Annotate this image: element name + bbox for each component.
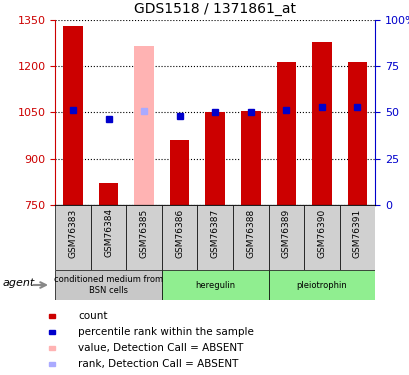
Text: rank, Detection Call = ABSENT: rank, Detection Call = ABSENT <box>78 359 238 369</box>
Text: GSM76384: GSM76384 <box>104 208 113 257</box>
Text: GSM76390: GSM76390 <box>317 208 326 258</box>
Title: GDS1518 / 1371861_at: GDS1518 / 1371861_at <box>134 2 296 16</box>
Bar <box>197 205 232 270</box>
Text: GSM76383: GSM76383 <box>68 208 77 258</box>
Bar <box>311 42 331 205</box>
Text: value, Detection Call = ABSENT: value, Detection Call = ABSENT <box>78 343 243 353</box>
Text: agent: agent <box>3 279 35 288</box>
Bar <box>162 205 197 270</box>
Bar <box>126 205 162 270</box>
Bar <box>49 315 54 318</box>
Bar <box>63 26 83 205</box>
Text: GSM76388: GSM76388 <box>246 208 255 258</box>
Bar <box>134 46 153 205</box>
Bar <box>276 62 295 205</box>
Bar <box>49 330 54 334</box>
Bar <box>170 140 189 205</box>
Bar <box>205 112 225 205</box>
Bar <box>49 346 54 350</box>
Text: GSM76385: GSM76385 <box>139 208 148 258</box>
Bar <box>55 270 162 300</box>
Bar <box>99 183 118 205</box>
Text: count: count <box>78 311 107 321</box>
Bar <box>232 205 268 270</box>
Bar <box>49 362 54 366</box>
Bar <box>55 205 91 270</box>
Bar <box>339 205 374 270</box>
Bar <box>240 111 260 205</box>
Text: GSM76386: GSM76386 <box>175 208 184 258</box>
Bar <box>303 205 339 270</box>
Text: heregulin: heregulin <box>195 280 235 290</box>
Text: conditioned medium from
BSN cells: conditioned medium from BSN cells <box>54 275 163 295</box>
Text: GSM76389: GSM76389 <box>281 208 290 258</box>
Bar <box>268 270 374 300</box>
Bar <box>268 205 303 270</box>
Bar <box>91 205 126 270</box>
Bar <box>347 62 366 205</box>
Bar <box>162 270 268 300</box>
Text: GSM76391: GSM76391 <box>352 208 361 258</box>
Text: pleiotrophin: pleiotrophin <box>296 280 346 290</box>
Text: percentile rank within the sample: percentile rank within the sample <box>78 327 253 337</box>
Text: GSM76387: GSM76387 <box>210 208 219 258</box>
